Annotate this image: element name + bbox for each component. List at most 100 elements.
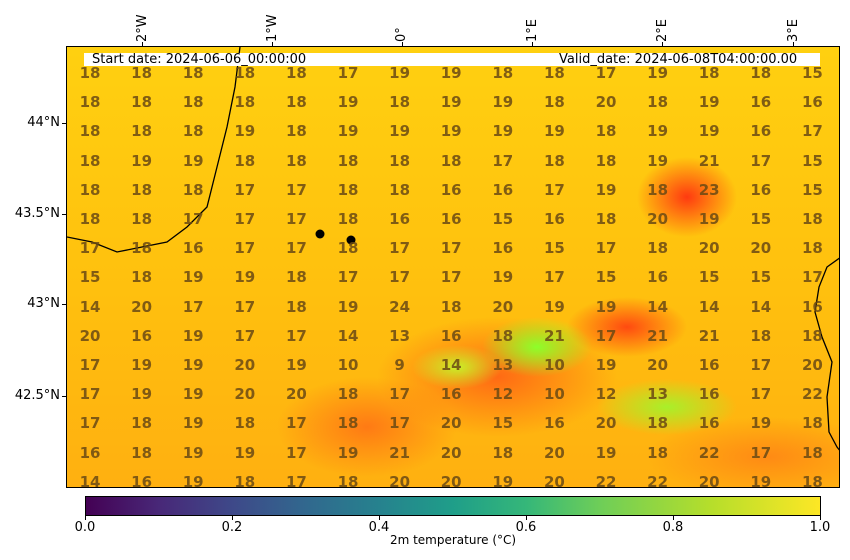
temperature-value: 14 xyxy=(647,297,669,316)
temperature-value: 19 xyxy=(543,297,565,316)
x-tick-mark xyxy=(272,42,273,46)
temperature-value: 17 xyxy=(389,385,411,404)
temperature-value: 19 xyxy=(234,122,256,141)
temperature-value: 20 xyxy=(389,472,411,488)
temperature-value: 19 xyxy=(440,93,462,112)
temperature-value: 17 xyxy=(79,356,101,374)
temperature-value: 18 xyxy=(337,472,359,488)
temperature-value: 18 xyxy=(440,297,462,316)
temperature-value: 18 xyxy=(543,151,565,170)
y-tick-mark xyxy=(62,214,66,215)
temperature-value: 20 xyxy=(440,472,462,488)
temperature-value: 18 xyxy=(801,414,823,433)
temperature-value: 19 xyxy=(750,472,772,488)
temperature-value: 18 xyxy=(801,210,823,228)
temperature-value: 13 xyxy=(492,356,514,374)
temperature-value: 20 xyxy=(234,385,256,404)
temperature-value: 20 xyxy=(492,297,514,316)
colorbar-tick-mark xyxy=(379,516,380,520)
temperature-value: 18 xyxy=(595,122,617,141)
temperature-value: 18 xyxy=(492,443,514,462)
temperature-value: 18 xyxy=(182,180,204,199)
temperature-value: 18 xyxy=(337,151,359,170)
temperature-value: 19 xyxy=(389,64,411,82)
temperature-value: 19 xyxy=(698,210,720,228)
temperature-value: 20 xyxy=(595,414,617,433)
temperature-value: 18 xyxy=(543,93,565,112)
temperature-value: 18 xyxy=(234,472,256,488)
temperature-value: 14 xyxy=(440,356,462,374)
temperature-value: 13 xyxy=(389,326,411,345)
temperature-value: 17 xyxy=(440,268,462,287)
temperature-value: 18 xyxy=(285,122,307,141)
temperature-value: 17 xyxy=(285,326,307,345)
temperature-value: 15 xyxy=(698,268,720,287)
temperature-value: 18 xyxy=(285,151,307,170)
colorbar-tick-mark xyxy=(85,516,86,520)
temperature-value: 12 xyxy=(595,385,617,404)
temperature-value: 18 xyxy=(647,180,669,199)
temperature-value: 17 xyxy=(234,210,256,228)
temperature-value: 17 xyxy=(595,64,617,82)
colorbar-tick-label: 0.4 xyxy=(368,520,390,535)
temperature-value: 18 xyxy=(801,472,823,488)
temperature-value: 18 xyxy=(79,151,101,170)
temperature-value: 18 xyxy=(801,326,823,345)
temperature-value: 19 xyxy=(647,151,669,170)
temperature-value: 18 xyxy=(234,93,256,112)
temperature-value: 12 xyxy=(492,385,514,404)
date-banner xyxy=(84,53,820,66)
temperature-value: 18 xyxy=(337,385,359,404)
temperature-value: 17 xyxy=(337,268,359,287)
y-tick-label: 44°N xyxy=(27,115,60,130)
temperature-value: 10 xyxy=(543,356,565,374)
map-area: 18 18 18 18 18 17 19 19 18 18 17 19 18 18 15 18 18 18 18 18… xyxy=(66,46,840,488)
temperature-value: 19 xyxy=(595,356,617,374)
temperature-value: 19 xyxy=(285,356,307,374)
temperature-value: 19 xyxy=(698,93,720,112)
temperature-value: 20 xyxy=(698,472,720,488)
temperature-value: 15 xyxy=(492,414,514,433)
temperature-value: 23 xyxy=(698,180,720,199)
temperature-value: 22 xyxy=(595,472,617,488)
temperature-value: 18 xyxy=(698,64,720,82)
temperature-value: 17 xyxy=(79,385,101,404)
temperature-value: 16 xyxy=(389,210,411,228)
temperature-value: 18 xyxy=(182,64,204,82)
temperature-value: 16 xyxy=(750,122,772,141)
temperature-value: 20 xyxy=(440,414,462,433)
temperature-value: 16 xyxy=(492,180,514,199)
temperature-value: 17 xyxy=(234,239,256,258)
x-tick-label: 1°W xyxy=(265,14,280,42)
temperature-value: 16 xyxy=(543,414,565,433)
y-tick-label: 42.5°N xyxy=(14,388,60,403)
temperature-value: 19 xyxy=(182,472,204,488)
temperature-value: 17 xyxy=(750,385,772,404)
temperature-value: 19 xyxy=(647,122,669,141)
temperature-value: 18 xyxy=(131,93,153,112)
temperature-value: 16 xyxy=(543,210,565,228)
x-tick-mark xyxy=(662,42,663,46)
temperature-value: 16 xyxy=(698,385,720,404)
temperature-value: 14 xyxy=(79,472,101,488)
temperature-value: 18 xyxy=(337,210,359,228)
temperature-value: 15 xyxy=(543,239,565,258)
temperature-value: 20 xyxy=(595,93,617,112)
temperature-value: 20 xyxy=(750,239,772,258)
temperature-value: 17 xyxy=(285,414,307,433)
colorbar-tick-mark xyxy=(526,516,527,520)
y-tick-label: 43°N xyxy=(27,296,60,311)
temperature-value: 20 xyxy=(440,443,462,462)
temperature-value: 16 xyxy=(440,210,462,228)
colorbar-tick-label: 0.6 xyxy=(515,520,537,535)
atlantic-coastline xyxy=(67,47,241,253)
temperature-value: 19 xyxy=(492,122,514,141)
temperature-value: 19 xyxy=(647,64,669,82)
temperature-value: 17 xyxy=(750,356,772,374)
temperature-value: 16 xyxy=(698,414,720,433)
temperature-value: 18 xyxy=(234,151,256,170)
temperature-value: 18 xyxy=(389,151,411,170)
city-marker xyxy=(346,235,356,245)
temperature-value: 18 xyxy=(492,326,514,345)
temperature-value: 16 xyxy=(492,239,514,258)
